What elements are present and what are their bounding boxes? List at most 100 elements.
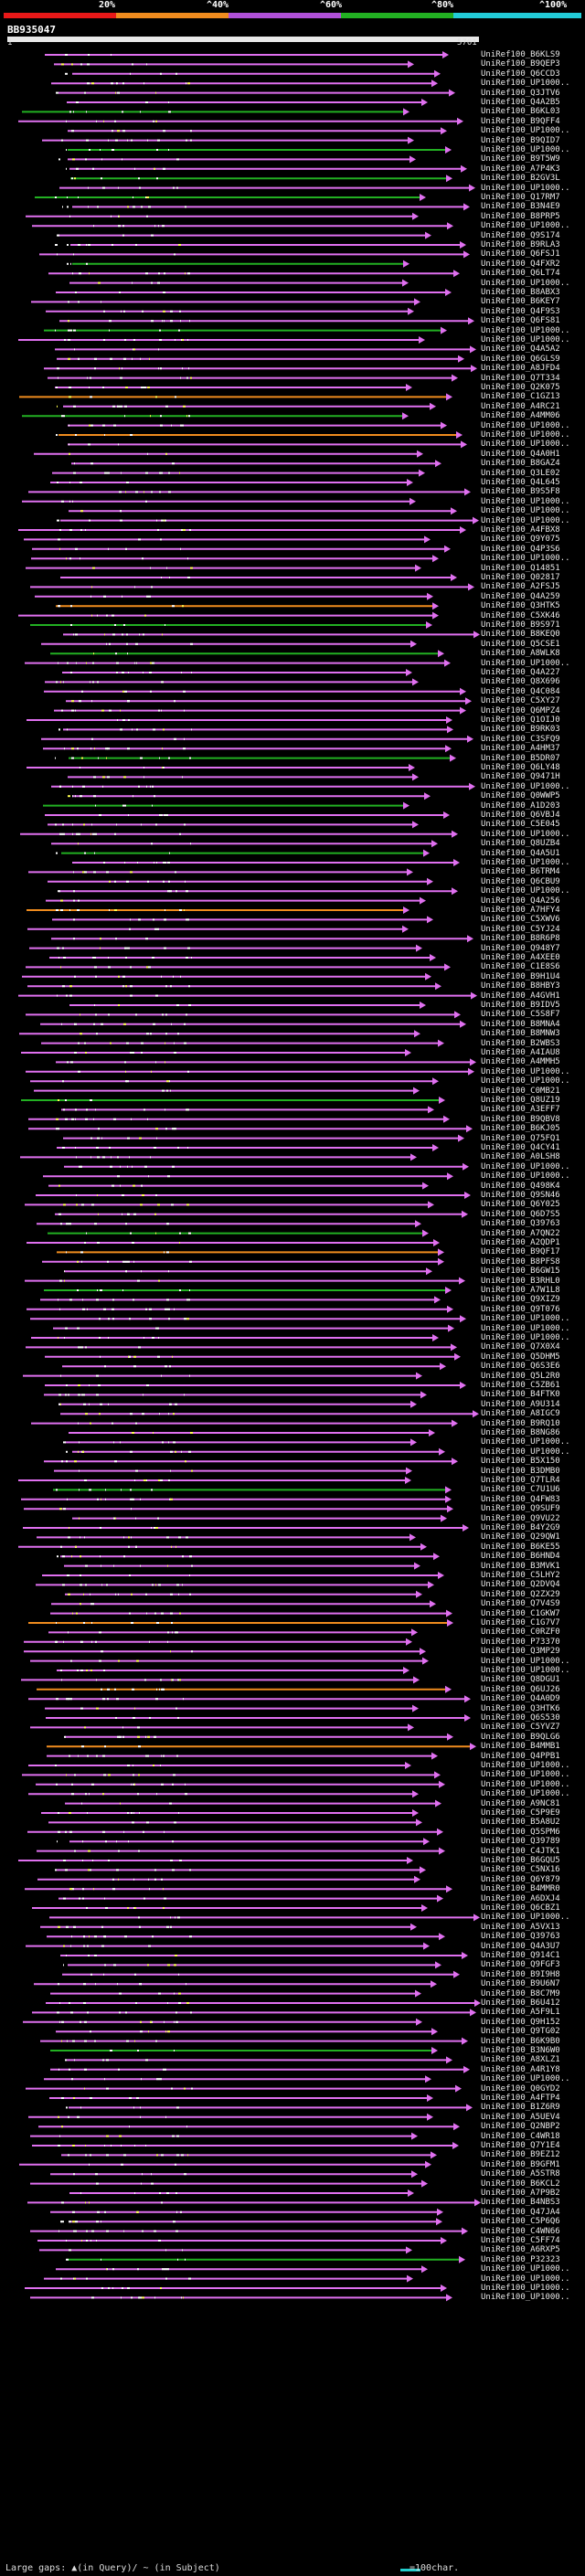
hit-row[interactable]: [32, 2142, 459, 2149]
hit-label[interactable]: UniRef100_Q8UZ19: [481, 1096, 560, 1105]
hit-row[interactable]: [30, 1077, 439, 1086]
hit-label[interactable]: UniRef100_B6KLS9: [481, 50, 560, 59]
hit-label[interactable]: UniRef100_A7P4K3: [481, 164, 560, 174]
hit-label[interactable]: UniRef100_A7HFY4: [481, 906, 560, 915]
hit-label[interactable]: UniRef100_Q4A3U7: [481, 1941, 560, 1951]
hit-label[interactable]: UniRef100_UP1000..: [481, 1779, 570, 1789]
hit-label[interactable]: UniRef100_A4MMH5: [481, 1057, 560, 1067]
hit-label[interactable]: UniRef100_Q8X696: [481, 677, 560, 687]
hit-row[interactable]: [50, 479, 413, 486]
hit-label[interactable]: UniRef100_B8KEQ0: [481, 630, 560, 640]
hit-row[interactable]: [44, 365, 477, 373]
hit-label[interactable]: UniRef100_B4Y2G9: [481, 1523, 560, 1532]
hit-row[interactable]: [43, 1172, 453, 1181]
hit-label[interactable]: UniRef100_UP1000..: [481, 430, 570, 440]
hit-label[interactable]: UniRef100_Q0WWP5: [481, 791, 560, 801]
hit-row[interactable]: [61, 1106, 434, 1114]
hit-label[interactable]: UniRef100_Q6GLS9: [481, 354, 560, 364]
hit-label[interactable]: UniRef100_C5YJ24: [481, 924, 560, 934]
hit-label[interactable]: UniRef100_Q914C1: [481, 1951, 560, 1960]
hit-row[interactable]: [30, 2132, 418, 2140]
hit-row[interactable]: [45, 811, 450, 819]
hit-row[interactable]: [31, 555, 439, 563]
hit-row[interactable]: [57, 1144, 439, 1151]
hit-label[interactable]: UniRef100_Q9VU22: [481, 1513, 560, 1523]
hit-label[interactable]: UniRef100_UP1000..: [481, 658, 570, 668]
hit-label[interactable]: UniRef100_B6KEY7: [481, 297, 560, 307]
hit-row[interactable]: [48, 821, 419, 829]
hit-row[interactable]: [68, 792, 431, 800]
hit-row[interactable]: [26, 2084, 462, 2093]
hit-label[interactable]: UniRef100_A0LSH8: [481, 1152, 560, 1162]
hit-row[interactable]: [26, 1067, 474, 1076]
hit-label[interactable]: UniRef100_B6KE55: [481, 1542, 560, 1552]
hit-label[interactable]: UniRef100_UP1000..: [481, 496, 570, 506]
hit-label[interactable]: UniRef100_B3MVK1: [481, 1561, 560, 1571]
hit-label[interactable]: UniRef100_A5STR8: [481, 2169, 560, 2179]
hit-row[interactable]: [30, 1657, 429, 1665]
hit-label[interactable]: UniRef100_A6DXJ4: [481, 1893, 560, 1903]
hit-row[interactable]: [65, 1799, 441, 1807]
hit-row[interactable]: [49, 2094, 433, 2102]
hit-label[interactable]: UniRef100_A4FTP4: [481, 2094, 560, 2103]
hit-row[interactable]: [40, 1296, 441, 1304]
hit-label[interactable]: UniRef100_B6U412: [481, 1998, 560, 2008]
hit-row[interactable]: [58, 155, 416, 164]
hit-row[interactable]: [56, 1058, 476, 1066]
hit-label[interactable]: UniRef100_B5DR07: [481, 753, 560, 763]
hit-row[interactable]: [55, 1210, 468, 1218]
hit-row[interactable]: [67, 260, 410, 268]
hit-row[interactable]: [63, 1438, 417, 1447]
hit-row[interactable]: [25, 1885, 452, 1893]
hit-label[interactable]: UniRef100_Q5L2R0: [481, 1371, 560, 1381]
hit-label[interactable]: UniRef100_UP1000..: [481, 1447, 570, 1457]
hit-label[interactable]: UniRef100_C5LHY2: [481, 1571, 560, 1580]
hit-label[interactable]: UniRef100_B9RK03: [481, 725, 560, 735]
hit-row[interactable]: [56, 289, 452, 296]
hit-label[interactable]: UniRef100_Q47JA4: [481, 2207, 560, 2217]
hit-label[interactable]: UniRef100_UP1000..: [481, 79, 570, 89]
hit-label[interactable]: UniRef100_Q4A256: [481, 896, 560, 906]
hit-row[interactable]: [21, 1676, 420, 1684]
hit-label[interactable]: UniRef100_C1GZ13: [481, 392, 560, 402]
hit-row[interactable]: [22, 972, 431, 981]
hit-row[interactable]: [44, 1391, 427, 1399]
hit-label[interactable]: UniRef100_Q4A0D9: [481, 1694, 560, 1704]
hit-row[interactable]: [68, 440, 467, 449]
hit-row[interactable]: [18, 336, 425, 344]
hit-label[interactable]: UniRef100_Q9SUF9: [481, 1504, 560, 1514]
hit-row[interactable]: [50, 1609, 452, 1617]
hit-label[interactable]: UniRef100_B2GV3L: [481, 174, 560, 184]
hit-row[interactable]: [30, 621, 432, 629]
hit-row[interactable]: [18, 526, 466, 534]
hit-row[interactable]: [64, 1267, 432, 1276]
hit-row[interactable]: [49, 954, 436, 961]
hit-label[interactable]: UniRef100_B4MMB1: [481, 1742, 560, 1752]
hit-row[interactable]: [66, 2104, 473, 2112]
hit-label[interactable]: UniRef100_A4FBX8: [481, 525, 560, 535]
hit-row[interactable]: [20, 830, 458, 838]
hit-row[interactable]: [18, 1542, 427, 1551]
hit-label[interactable]: UniRef100_B8GAZ4: [481, 459, 560, 469]
hit-row[interactable]: [30, 1315, 466, 1323]
hit-row[interactable]: [27, 1828, 443, 1836]
hit-label[interactable]: UniRef100_C5XK46: [481, 610, 560, 620]
hit-row[interactable]: [28, 1115, 450, 1123]
hit-label[interactable]: UniRef100_UP1000..: [481, 886, 570, 896]
hit-label[interactable]: UniRef100_Q6LY48: [481, 763, 560, 772]
hit-row[interactable]: [19, 1030, 420, 1038]
hit-row[interactable]: [65, 1590, 422, 1598]
hit-row[interactable]: [38, 2123, 460, 2131]
hit-row[interactable]: [41, 1809, 419, 1817]
hit-label[interactable]: UniRef100_B9QEP3: [481, 59, 560, 69]
hit-row[interactable]: [48, 877, 433, 885]
hit-label[interactable]: UniRef100_A7P9B2: [481, 2189, 560, 2198]
hit-label[interactable]: UniRef100_Q6FSJ1: [481, 249, 560, 260]
hit-row[interactable]: [28, 868, 413, 876]
hit-label[interactable]: UniRef100_A2QDP1: [481, 1238, 560, 1247]
hit-label[interactable]: UniRef100_UP1000..: [481, 1314, 570, 1324]
hit-row[interactable]: [27, 764, 415, 771]
hit-row[interactable]: [32, 222, 453, 230]
hit-row[interactable]: [39, 2246, 412, 2254]
hit-label[interactable]: UniRef100_B9EZ12: [481, 2150, 560, 2160]
